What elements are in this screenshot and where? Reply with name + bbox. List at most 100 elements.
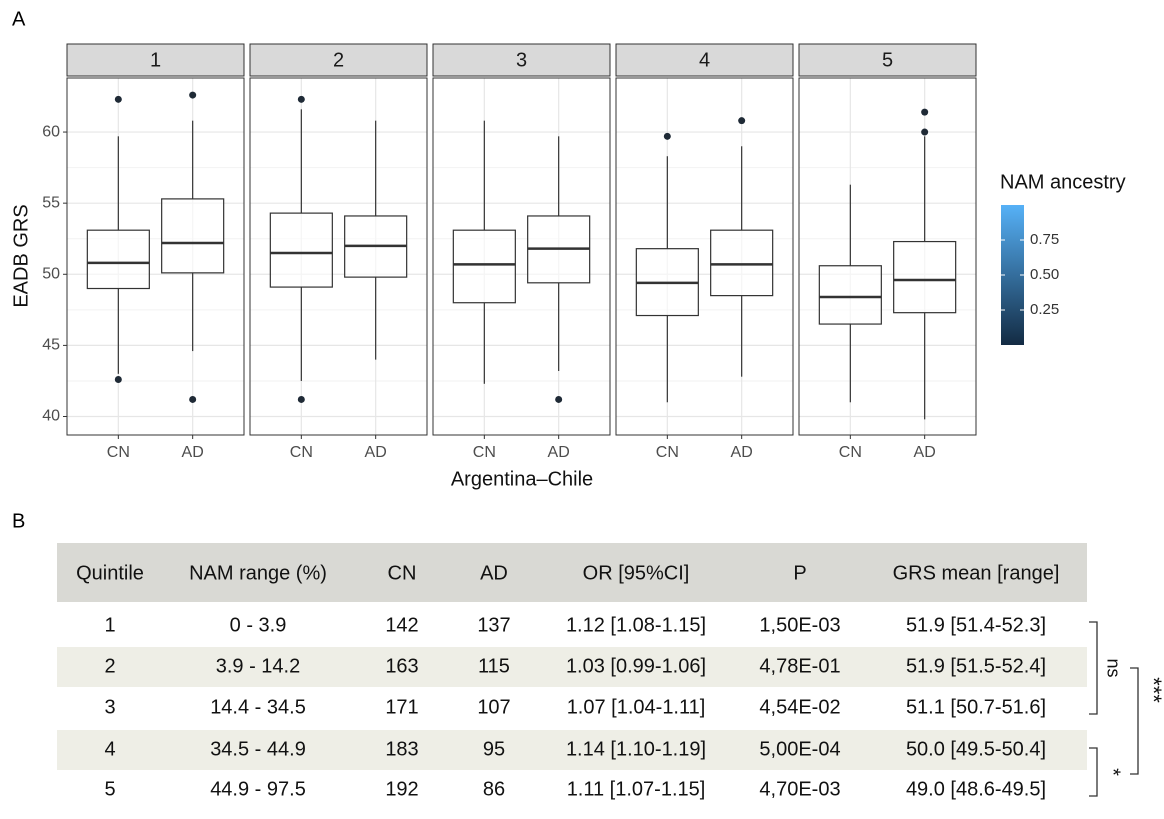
table-cell: 1.07 [1.04-1.11]	[567, 696, 706, 718]
facet-border	[798, 77, 977, 436]
outlier	[921, 128, 929, 136]
y-tick-label: 60	[42, 123, 60, 140]
table-row-bg	[57, 730, 1087, 770]
table-cell: 14.4 - 34.5	[210, 696, 306, 718]
box	[452, 229, 516, 304]
colorbar-tick-label: 0.50	[1030, 266, 1059, 283]
facet-label: 5	[882, 49, 893, 71]
outlier	[297, 95, 305, 103]
x-tick-label: CN	[656, 444, 679, 461]
table-cell: 95	[483, 738, 505, 760]
facet-strip	[615, 43, 794, 77]
table-cell: 5	[104, 778, 115, 800]
table-cell: 2	[104, 655, 115, 677]
x-axis-label: Argentina–Chile	[451, 468, 593, 490]
table-cell: 171	[385, 696, 418, 718]
colorbar	[1001, 205, 1024, 345]
significance: ns	[1103, 658, 1123, 677]
outlier	[114, 95, 122, 103]
box	[818, 265, 882, 325]
table-cell: 3.9 - 14.2	[216, 655, 301, 677]
x-tick-label: AD	[548, 444, 570, 461]
table-header: Quintile	[76, 562, 144, 584]
colorbar-tick-label: 0.25	[1030, 301, 1059, 318]
table-header-bg	[57, 543, 1087, 602]
outlier	[555, 395, 563, 403]
table-cell: 0 - 3.9	[230, 614, 287, 636]
table-cell: 183	[385, 738, 418, 760]
facet-strip	[249, 43, 428, 77]
bracket	[1089, 621, 1098, 715]
table-cell: 49.0 [48.6-49.5]	[906, 778, 1046, 800]
table-cell: 4,54E-02	[759, 696, 840, 718]
y-axis-label: EADB GRS	[10, 204, 32, 307]
table-header: CN	[388, 562, 417, 584]
outlier	[921, 108, 929, 116]
colorbar-tick-label: 0.75	[1030, 231, 1059, 248]
table-cell: 142	[385, 614, 418, 636]
panel-label: B	[12, 510, 25, 532]
table-header: GRS mean [range]	[893, 562, 1060, 584]
outlier	[297, 395, 305, 403]
y-tick-label: 55	[42, 194, 60, 211]
x-tick-label: AD	[182, 444, 204, 461]
table-header: NAM range (%)	[189, 562, 327, 584]
facet-border	[249, 77, 428, 436]
y-tick-label: 45	[42, 337, 60, 354]
x-tick-label: CN	[290, 444, 313, 461]
box	[893, 240, 957, 314]
table-cell: 86	[483, 778, 505, 800]
significance: *	[1102, 768, 1124, 776]
outlier	[738, 117, 746, 125]
facet-border	[66, 77, 245, 436]
box	[710, 229, 774, 297]
y-tick-label: 50	[42, 265, 60, 282]
box	[269, 212, 333, 288]
x-tick-label: AD	[731, 444, 753, 461]
x-tick-label: CN	[473, 444, 496, 461]
table-cell: 192	[385, 778, 418, 800]
table-cell: 115	[478, 655, 510, 677]
outlier	[189, 91, 197, 99]
x-tick-label: CN	[839, 444, 862, 461]
table-cell: 34.5 - 44.9	[210, 738, 306, 760]
facet-label: 3	[516, 49, 527, 71]
box	[86, 229, 150, 290]
table-cell: 4,70E-03	[759, 778, 840, 800]
legend-title: NAM ancestry	[1000, 171, 1126, 193]
bracket	[1130, 667, 1139, 775]
facet-strip	[798, 43, 977, 77]
table-cell: 1,50E-03	[759, 614, 840, 636]
table-cell: 51.9 [51.5-52.4]	[906, 655, 1046, 677]
bracket	[1089, 747, 1098, 797]
x-tick-label: AD	[914, 444, 936, 461]
table-header: OR [95%CI]	[583, 562, 690, 584]
panel-label: A	[12, 8, 26, 30]
table-cell: 44.9 - 97.5	[210, 778, 306, 800]
table-row-bg	[57, 647, 1087, 687]
table-cell: 51.9 [51.4-52.3]	[906, 614, 1046, 636]
table-header: P	[793, 562, 806, 584]
facet-label: 2	[333, 49, 344, 71]
table-cell: 4,78E-01	[759, 655, 840, 677]
outlier	[189, 395, 197, 403]
table-cell: 163	[385, 655, 418, 677]
facet-label: 1	[150, 49, 161, 71]
table-cell: 1.12 [1.08-1.15]	[566, 614, 706, 636]
outlier	[114, 376, 122, 384]
table-cell: 107	[477, 696, 510, 718]
facet-strip	[432, 43, 611, 77]
table-cell: 1.11 [1.07-1.15]	[567, 778, 706, 800]
table-cell: 51.1 [50.7-51.6]	[906, 696, 1046, 718]
table-header: AD	[480, 562, 508, 584]
table-cell: 4	[104, 738, 115, 760]
facet-border	[432, 77, 611, 436]
y-tick-label: 40	[42, 408, 60, 425]
x-tick-label: CN	[107, 444, 130, 461]
table-cell: 3	[104, 696, 115, 718]
table-cell: 1	[104, 614, 115, 636]
box	[161, 198, 225, 274]
table-cell: 50.0 [49.5-50.4]	[906, 738, 1046, 760]
facet-strip	[66, 43, 245, 77]
